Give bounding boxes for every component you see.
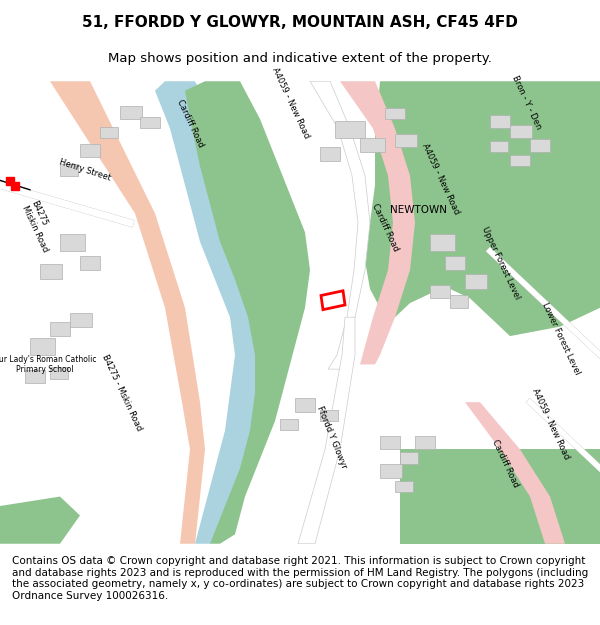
Text: B4275
Miskin Road: B4275 Miskin Road bbox=[20, 199, 59, 253]
PathPatch shape bbox=[400, 449, 600, 544]
Bar bbox=[445, 256, 465, 270]
Text: Henry Street: Henry Street bbox=[58, 158, 112, 182]
Bar bbox=[510, 124, 532, 138]
Text: Lower Forest Level: Lower Forest Level bbox=[540, 301, 581, 376]
PathPatch shape bbox=[321, 291, 345, 309]
PathPatch shape bbox=[310, 81, 370, 369]
Bar bbox=[60, 234, 85, 251]
Polygon shape bbox=[0, 496, 80, 544]
PathPatch shape bbox=[365, 81, 600, 336]
Bar bbox=[60, 164, 78, 176]
Bar bbox=[50, 368, 68, 379]
Text: Cardiff Road: Cardiff Road bbox=[175, 99, 205, 149]
PathPatch shape bbox=[298, 318, 355, 544]
Text: Ffordd Y Glowyr: Ffordd Y Glowyr bbox=[315, 405, 349, 470]
Bar bbox=[430, 234, 455, 251]
Bar bbox=[395, 481, 413, 492]
Bar bbox=[295, 398, 315, 412]
Text: NEWTOWN: NEWTOWN bbox=[390, 206, 447, 216]
Bar bbox=[140, 117, 160, 129]
Bar bbox=[490, 141, 508, 152]
Text: B4275 - Mskin Road: B4275 - Mskin Road bbox=[100, 353, 143, 432]
Bar bbox=[120, 106, 142, 119]
Bar bbox=[30, 338, 55, 355]
Bar bbox=[360, 138, 385, 152]
Bar bbox=[530, 139, 550, 152]
Bar bbox=[70, 314, 92, 327]
Bar bbox=[380, 436, 400, 449]
Text: A4059 - New Road: A4059 - New Road bbox=[530, 387, 571, 461]
Text: Contains OS data © Crown copyright and database right 2021. This information is : Contains OS data © Crown copyright and d… bbox=[12, 556, 588, 601]
Text: 51, FFORDD Y GLOWYR, MOUNTAIN ASH, CF45 4FD: 51, FFORDD Y GLOWYR, MOUNTAIN ASH, CF45 … bbox=[82, 15, 518, 30]
Text: Upper Forest Level: Upper Forest Level bbox=[480, 225, 521, 301]
Text: Map shows position and indicative extent of the property.: Map shows position and indicative extent… bbox=[108, 52, 492, 65]
Bar bbox=[280, 419, 298, 431]
Text: A4059 - New Road: A4059 - New Road bbox=[420, 142, 461, 216]
Bar bbox=[80, 256, 100, 270]
Bar bbox=[400, 452, 418, 464]
Text: Our Lady's Roman Catholic
Primary School: Our Lady's Roman Catholic Primary School bbox=[0, 355, 97, 374]
Bar bbox=[510, 155, 530, 166]
Text: Bron - Y - Den: Bron - Y - Den bbox=[510, 74, 543, 131]
Bar bbox=[320, 410, 338, 421]
Bar bbox=[490, 115, 510, 129]
PathPatch shape bbox=[50, 81, 205, 544]
Text: Cardiff Road: Cardiff Road bbox=[490, 438, 520, 489]
Bar bbox=[335, 121, 365, 138]
Bar bbox=[50, 322, 70, 336]
PathPatch shape bbox=[450, 402, 565, 544]
Bar bbox=[80, 144, 100, 157]
Bar bbox=[40, 264, 62, 279]
Bar bbox=[25, 370, 45, 383]
Bar bbox=[415, 436, 435, 449]
Bar bbox=[385, 107, 405, 119]
PathPatch shape bbox=[155, 81, 285, 544]
Text: Cardiff Road: Cardiff Road bbox=[370, 202, 400, 253]
PathPatch shape bbox=[340, 81, 415, 364]
Bar bbox=[430, 285, 450, 298]
Bar bbox=[100, 126, 118, 138]
Bar bbox=[380, 464, 402, 478]
Text: A4059 - New Road: A4059 - New Road bbox=[270, 66, 311, 140]
Bar bbox=[465, 274, 487, 289]
Bar bbox=[450, 294, 468, 308]
Bar bbox=[320, 148, 340, 161]
Bar bbox=[395, 134, 417, 148]
PathPatch shape bbox=[185, 81, 310, 544]
